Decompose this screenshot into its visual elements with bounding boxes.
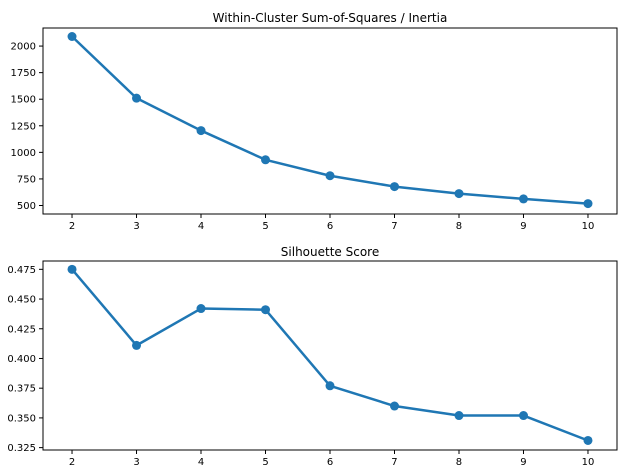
data-point (261, 305, 271, 315)
data-point (583, 199, 593, 209)
data-point (389, 182, 399, 192)
y-tick-label: 1000 (11, 148, 36, 159)
inertia-chart: Within-Cluster Sum-of-Squares / Inertia … (11, 11, 618, 232)
data-point (67, 32, 77, 42)
x-tick-label: 2 (69, 221, 75, 232)
y-tick-label: 0.350 (7, 413, 36, 424)
data-point (132, 340, 142, 350)
data-point (454, 411, 464, 421)
y-tick-label: 0.425 (7, 324, 36, 335)
x-tick-label: 8 (456, 221, 462, 232)
y-axis: 0.325 0.350 0.375 0.400 0.425 0.450 0.475 (7, 265, 43, 454)
data-point (583, 435, 593, 445)
x-axis: 2 3 4 5 6 7 8 9 10 (69, 214, 595, 232)
x-tick-label: 8 (456, 457, 462, 468)
y-tick-label: 750 (17, 174, 36, 185)
x-tick-label: 6 (327, 221, 333, 232)
x-tick-label: 4 (198, 457, 204, 468)
x-tick-label: 2 (69, 457, 75, 468)
y-tick-label: 0.400 (7, 354, 36, 365)
y-tick-label: 1250 (11, 121, 36, 132)
y-tick-label: 0.375 (7, 384, 36, 395)
data-point (196, 304, 206, 314)
x-tick-label: 7 (391, 221, 397, 232)
data-point (454, 189, 464, 199)
data-point (518, 194, 528, 204)
x-tick-label: 5 (262, 221, 268, 232)
y-tick-label: 0.325 (7, 443, 36, 454)
data-point (325, 381, 335, 391)
x-tick-label: 3 (133, 221, 139, 232)
x-tick-label: 10 (582, 457, 595, 468)
series-line (71, 268, 589, 442)
chart-title: Within-Cluster Sum-of-Squares / Inertia (213, 11, 448, 25)
data-point (325, 171, 335, 181)
x-tick-label: 4 (198, 221, 204, 232)
x-tick-label: 9 (520, 221, 526, 232)
data-point (132, 93, 142, 103)
y-tick-label: 0.475 (7, 265, 36, 276)
data-point (389, 401, 399, 411)
y-tick-label: 500 (17, 201, 36, 212)
y-axis: 500 750 1000 1250 1500 1750 2000 (11, 42, 43, 212)
plot-frame (42, 27, 618, 215)
y-tick-label: 0.450 (7, 295, 36, 306)
x-tick-label: 10 (582, 221, 595, 232)
x-tick-label: 6 (327, 457, 333, 468)
y-tick-label: 1500 (11, 95, 36, 106)
silhouette-chart: Silhouette Score 2 3 4 5 6 7 8 9 10 0.3250.3500.… (7, 245, 618, 468)
x-tick-label: 9 (520, 457, 526, 468)
chart-title: Silhouette Score (281, 245, 379, 259)
data-point (261, 155, 271, 165)
y-tick-label: 1750 (11, 68, 36, 79)
plot-frame (42, 260, 618, 451)
x-tick-label: 7 (391, 457, 397, 468)
data-point (518, 411, 528, 421)
data-point (196, 126, 206, 136)
x-axis: 2 3 4 5 6 7 8 9 10 (69, 450, 595, 468)
series-silhouette (67, 264, 593, 445)
y-tick-label: 2000 (11, 42, 36, 53)
series-inertia (67, 32, 593, 209)
x-tick-label: 5 (262, 457, 268, 468)
x-tick-label: 3 (133, 457, 139, 468)
data-point (67, 264, 77, 274)
